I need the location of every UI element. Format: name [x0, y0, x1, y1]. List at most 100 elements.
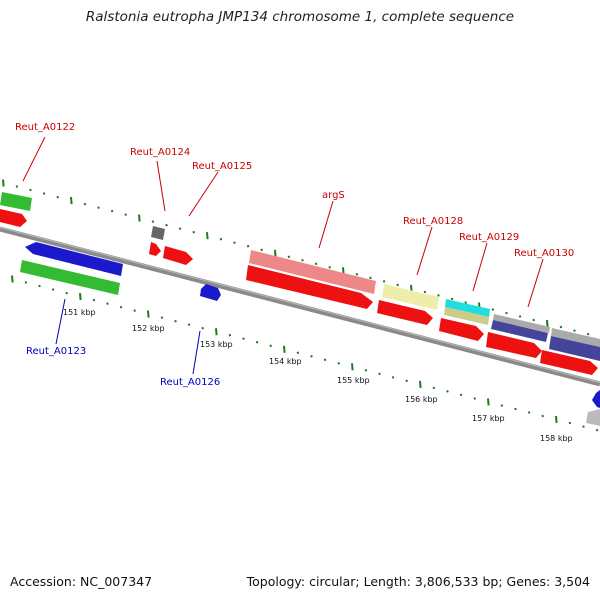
gene-reut-a0128-yellow[interactable] [382, 284, 439, 310]
leader-reut-a0125 [188, 171, 219, 217]
minor-tick [301, 259, 304, 262]
minor-tick [518, 315, 522, 318]
minor-tick [56, 195, 59, 199]
minor-tick [323, 358, 327, 362]
label-reut-a0130[interactable]: Reut_A0130 [514, 248, 574, 259]
minor-tick [582, 425, 585, 428]
label-reut-a0125[interactable]: Reut_A0125 [192, 161, 252, 172]
tick-label-156: 156 kbp [405, 395, 438, 404]
major-tick [79, 293, 82, 301]
upper-gene-labels: Reut_A0122 Reut_A0124 Reut_A0125 argS Re… [15, 122, 574, 308]
label-reut-a0129[interactable]: Reut_A0129 [459, 232, 519, 243]
genome-summary-text: Topology: circular; Length: 3,806,533 bp… [246, 574, 590, 589]
minor-tick [296, 351, 300, 355]
minor-tick [133, 309, 136, 312]
minor-tick [24, 281, 28, 284]
tick-label-152: 152 kbp [132, 324, 165, 333]
minor-tick [160, 316, 164, 319]
gene-reut-a0124-grey[interactable] [151, 226, 165, 240]
gene-args-pink[interactable] [249, 250, 376, 294]
cds-reut-a0125-red[interactable] [163, 246, 193, 265]
gene-navy-right[interactable] [549, 336, 600, 361]
cds-reut-a0124-red[interactable] [149, 242, 161, 256]
gene-reut-a0129-cyan[interactable] [445, 299, 490, 317]
tick-label-154: 154 kbp [269, 357, 302, 366]
major-tick [206, 232, 209, 240]
minor-tick [151, 220, 155, 223]
cds-reut-a0128-red[interactable] [377, 300, 433, 325]
major-tick [70, 197, 73, 205]
minor-tick [174, 319, 177, 323]
gene-reut-a0129-olive[interactable] [444, 307, 489, 325]
minor-tick [83, 202, 87, 206]
gene-grey-right[interactable] [551, 328, 600, 347]
cds-args-red[interactable] [246, 265, 373, 309]
minor-tick [450, 297, 454, 301]
cds-red-left[interactable] [0, 209, 27, 227]
minor-tick [505, 311, 508, 315]
gene-grey-edge[interactable] [586, 409, 600, 426]
cds-red-right[interactable] [540, 350, 598, 375]
leader-reut-a0130 [527, 258, 544, 308]
gene-reut-a0123-green[interactable] [20, 260, 120, 295]
minor-tick [586, 332, 590, 336]
gene-reut-a0126-blue[interactable] [200, 284, 221, 301]
gene-reut-a0122-green[interactable] [0, 192, 32, 211]
minor-tick [382, 280, 386, 283]
minor-tick [527, 411, 531, 414]
minor-tick [219, 237, 223, 241]
minor-tick [378, 372, 381, 376]
leader-reut-a0122 [22, 136, 46, 182]
minor-tick [110, 209, 114, 213]
minor-tick [473, 397, 476, 400]
minor-tick [201, 326, 204, 330]
label-reut-a0126[interactable]: Reut_A0126 [160, 377, 220, 388]
cds-reut-a0130-red[interactable] [486, 332, 542, 358]
leader-reut-a0128 [416, 226, 433, 276]
lower-tick-track [11, 275, 599, 432]
cds-reut-a0129-red[interactable] [439, 318, 484, 341]
label-reut-a0128[interactable]: Reut_A0128 [403, 216, 463, 227]
minor-tick [369, 276, 372, 280]
tick-label-158: 158 kbp [540, 434, 573, 443]
minor-tick [514, 407, 517, 411]
minor-tick [405, 379, 408, 383]
major-tick [487, 398, 490, 406]
minor-tick [124, 213, 127, 216]
kbp-tick-labels: 151 kbp 152 kbp 153 kbp 154 kbp 155 kbp … [63, 308, 573, 443]
label-reut-a0122[interactable]: Reut_A0122 [15, 122, 75, 133]
lower-gene-labels: Reut_A0123 Reut_A0126 [26, 298, 220, 388]
minor-tick [178, 227, 182, 230]
major-tick [419, 380, 422, 388]
minor-tick [228, 333, 232, 337]
gene-reut-a0123-blue[interactable] [25, 242, 123, 276]
minor-tick [38, 284, 41, 288]
label-args[interactable]: argS [322, 190, 345, 201]
label-reut-a0123[interactable]: Reut_A0123 [26, 346, 86, 357]
major-tick [283, 345, 286, 353]
minor-tick [355, 273, 359, 276]
minor-tick [446, 390, 449, 393]
tick-label-151: 151 kbp [63, 308, 96, 317]
minor-tick [314, 262, 318, 266]
label-reut-a0124[interactable]: Reut_A0124 [130, 147, 190, 158]
minor-tick [187, 323, 191, 326]
minor-tick [568, 421, 572, 425]
cds-blue-edge[interactable] [592, 390, 600, 408]
minor-tick [391, 376, 395, 379]
gene-reut-a0130-navy[interactable] [491, 320, 548, 342]
minor-tick [287, 255, 291, 259]
minor-tick [119, 305, 123, 309]
leader-reut-a0124 [156, 160, 166, 212]
minor-tick [29, 188, 32, 192]
major-tick [138, 214, 141, 222]
minor-tick [65, 291, 68, 295]
gene-features [0, 192, 600, 426]
major-tick [215, 328, 218, 336]
gene-reut-a0130-grey[interactable] [493, 314, 550, 333]
leader-args [318, 200, 334, 249]
minor-tick [165, 223, 168, 227]
leader-reut-a0129 [472, 242, 488, 292]
minor-tick [260, 248, 263, 252]
leader-reut-a0126 [192, 330, 201, 375]
